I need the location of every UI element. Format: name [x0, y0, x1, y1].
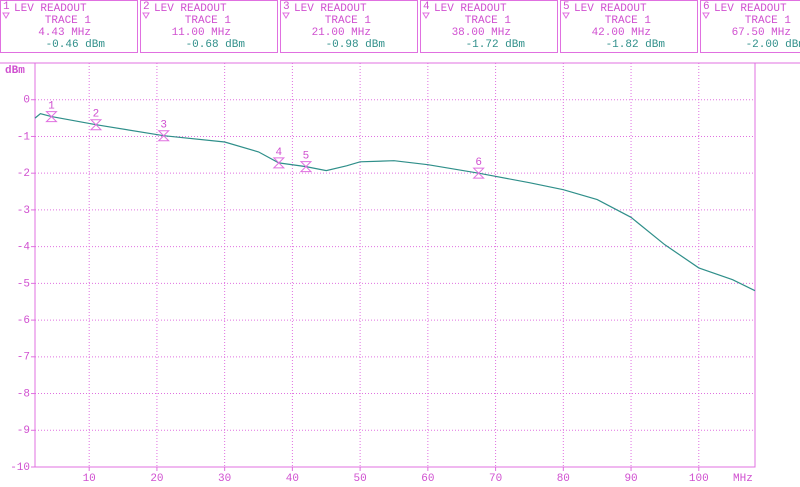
marker — [272, 157, 286, 169]
readout-triangle — [562, 12, 570, 19]
readout-frequency: 4.43 MHz — [38, 27, 91, 39]
readout-trace: TRACE 1 — [465, 15, 512, 27]
readout-trace: TRACE 1 — [325, 15, 372, 27]
readout-title: LEV READOUT — [154, 3, 227, 15]
x-tick-label: 100 — [689, 473, 709, 485]
y-tick-label: -10 — [10, 462, 30, 474]
plot-frame — [34, 62, 756, 468]
y-tick-label: -4 — [17, 242, 31, 254]
readout-box — [560, 0, 698, 53]
marker — [157, 130, 170, 142]
readout-title: LEV READOUT — [714, 3, 787, 15]
y-tick-label: -6 — [17, 315, 30, 327]
readout-box — [420, 0, 558, 53]
marker-label: 3 — [160, 120, 167, 132]
marker — [89, 119, 103, 131]
readout-level: -1.82 dBm — [606, 39, 666, 51]
x-tick-label: 70 — [489, 473, 502, 485]
readout-trace: TRACE 1 — [45, 15, 92, 27]
x-tick-label: 50 — [354, 473, 367, 485]
readout-number: 5 — [563, 1, 570, 13]
readout-trace: TRACE 1 — [605, 15, 652, 27]
readout-title: LEV READOUT — [574, 3, 647, 15]
readout-title: LEV READOUT — [14, 3, 87, 15]
readout-number: 1 — [3, 1, 10, 13]
marker-label: 5 — [303, 150, 310, 162]
x-tick-label: 10 — [83, 473, 96, 485]
readout-level: -2.00 dBm — [746, 39, 800, 51]
y-tick-label: -1 — [17, 131, 31, 143]
y-tick-label: 0 — [23, 95, 30, 107]
x-axis-label: MHz — [733, 473, 753, 485]
readout-triangle — [422, 12, 430, 19]
x-tick-label: 40 — [286, 473, 299, 485]
readout-level: -0.46 dBm — [46, 39, 106, 51]
y-tick-label: -7 — [17, 352, 30, 364]
y-tick-label: -8 — [17, 388, 30, 400]
x-tick-label: 20 — [150, 473, 163, 485]
marker-label: 6 — [475, 157, 482, 169]
y-axis-label: dBm — [5, 65, 25, 77]
readout-level: -1.72 dBm — [466, 39, 526, 51]
readout-title: LEV READOUT — [434, 3, 507, 15]
readout-number: 3 — [283, 1, 290, 13]
readout-box — [280, 0, 418, 53]
readout-trace: TRACE 1 — [185, 15, 232, 27]
readout-level: -0.68 dBm — [186, 39, 246, 51]
readout-triangle — [142, 12, 150, 19]
marker-label: 1 — [48, 101, 55, 113]
readout-frequency: 21.00 MHz — [312, 27, 371, 39]
marker-label: 2 — [93, 109, 100, 121]
readout-triangle — [282, 12, 290, 19]
trace-line — [34, 113, 756, 292]
readout-number: 2 — [143, 1, 150, 13]
readout-frequency: 11.00 MHz — [172, 27, 231, 39]
readout-frequency: 38.00 MHz — [452, 27, 511, 39]
marker — [472, 167, 485, 179]
readout-frequency: 42.00 MHz — [592, 27, 651, 39]
x-tick-label: 90 — [624, 473, 637, 485]
y-tick-label: -9 — [17, 425, 30, 437]
readout-box — [0, 0, 138, 53]
readout-number: 4 — [423, 1, 430, 13]
x-tick-label: 80 — [557, 473, 570, 485]
y-tick-label: -3 — [17, 205, 30, 217]
readout-triangle — [702, 12, 710, 19]
readout-title: LEV READOUT — [294, 3, 367, 15]
x-tick-label: 30 — [218, 473, 231, 485]
readout-frequency: 67.50 MHz — [732, 27, 791, 39]
y-tick-label: -5 — [17, 278, 30, 290]
x-tick-label: 60 — [421, 473, 434, 485]
readout-box — [140, 0, 278, 53]
marker-label: 4 — [276, 147, 283, 159]
readout-number: 6 — [703, 1, 710, 13]
marker — [299, 161, 313, 173]
marker — [45, 111, 58, 123]
readout-level: -0.98 dBm — [326, 39, 386, 51]
readout-trace: TRACE 1 — [745, 15, 792, 27]
y-tick-label: -2 — [17, 168, 30, 180]
readout-box — [700, 0, 800, 53]
readout-triangle — [2, 12, 10, 19]
